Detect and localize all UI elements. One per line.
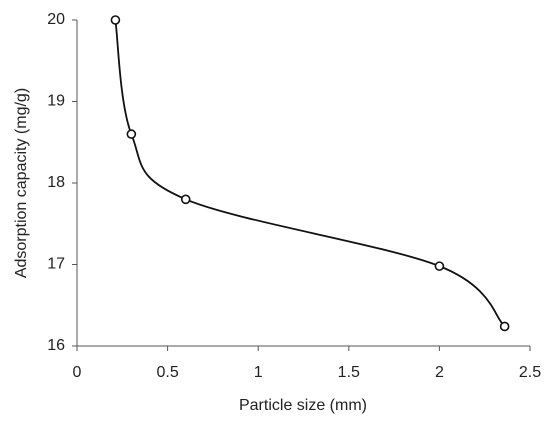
x-tick-label: 0.5 [156, 364, 178, 381]
data-point [110, 15, 121, 25]
x-tick-label: 0 [73, 364, 82, 381]
y-tick-label: 20 [47, 11, 65, 28]
x-tick-label: 2 [435, 364, 444, 381]
data-point [180, 194, 191, 205]
y-tick-label: 16 [47, 337, 65, 354]
y-axis-label: Adsorption capacity (mg/g) [13, 88, 30, 278]
data-line [114, 19, 506, 328]
x-tick-label: 1 [254, 364, 263, 381]
data-point [434, 261, 445, 271]
x-axis-label: Particle size (mm) [239, 397, 367, 414]
x-tick-label: 1.5 [338, 364, 360, 381]
y-tick-label: 17 [47, 256, 65, 273]
data-point [499, 321, 510, 332]
data-point [126, 129, 137, 139]
x-tick-label: 2.5 [519, 364, 541, 381]
y-tick-label: 19 [47, 93, 65, 110]
y-tick-label: 18 [47, 174, 65, 191]
